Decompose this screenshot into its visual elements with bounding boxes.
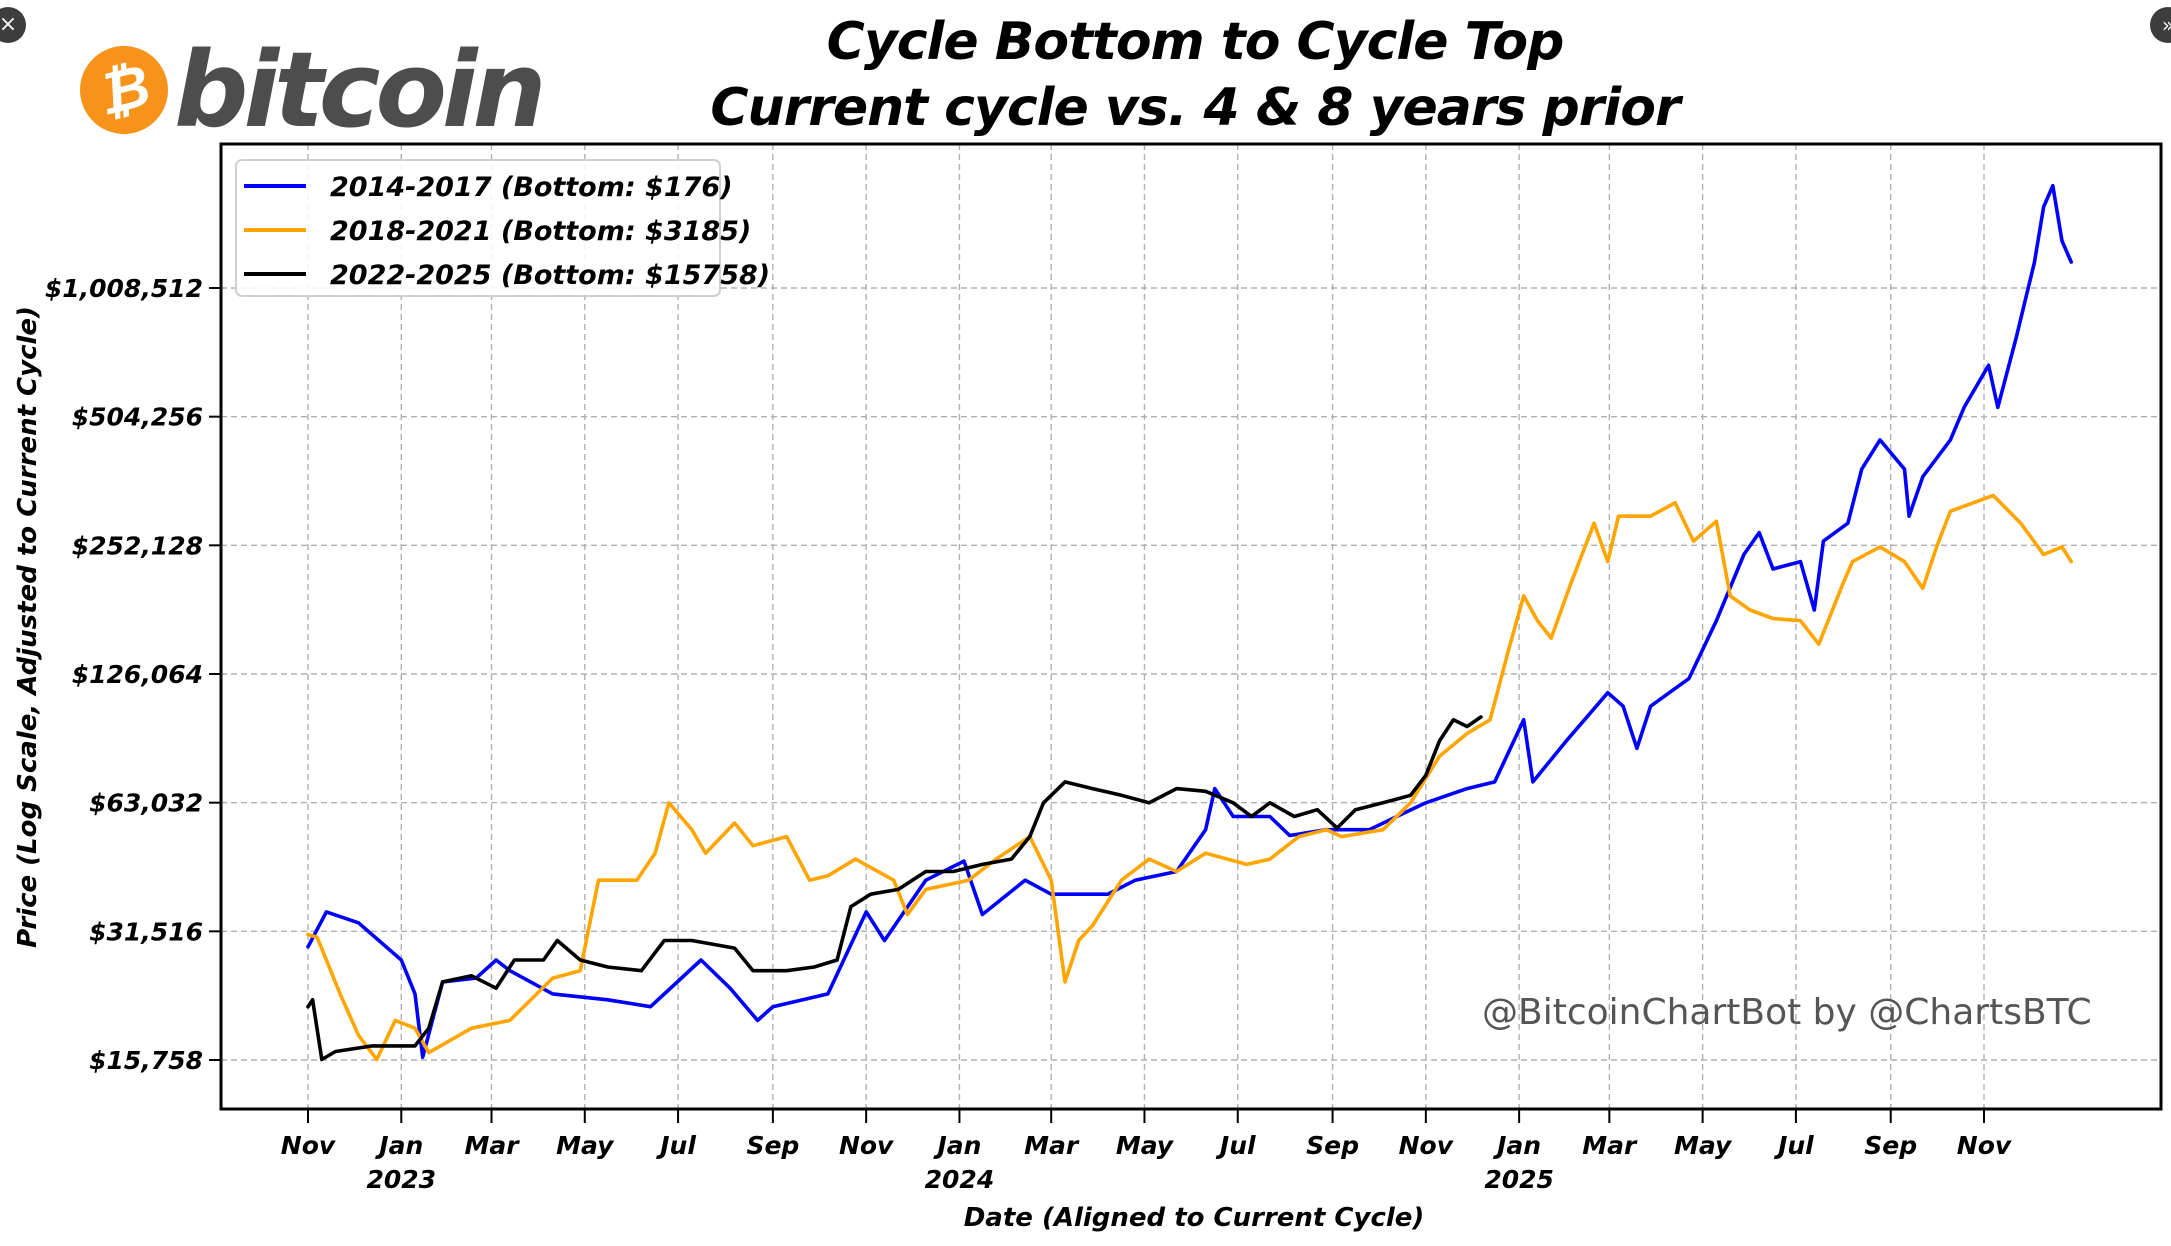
plot-frame bbox=[219, 142, 2163, 1111]
series-line-2 bbox=[306, 715, 1483, 1062]
x-tick-year-label: 2023 bbox=[366, 1165, 436, 1194]
close-icon: × bbox=[0, 12, 18, 37]
bitcoin-wordmark: bitcoin bbox=[174, 29, 547, 151]
legend-label: 2018-2021 (Bottom: $3185) bbox=[330, 216, 751, 247]
y-tick-label: $1,008,512 bbox=[45, 274, 203, 303]
legend-box bbox=[235, 159, 721, 297]
y-tick-label: $63,032 bbox=[89, 789, 203, 818]
x-tick-label: Sep bbox=[1306, 1131, 1359, 1160]
y-tick-label: $31,516 bbox=[89, 917, 203, 946]
x-tick-label: Jan bbox=[374, 1131, 423, 1160]
x-axis: Nov Jan 2023 Mar May Jul Sep Nov Jan 2024 Mar May Ju… bbox=[281, 1109, 2012, 1194]
x-tick-label: Jul bbox=[655, 1131, 696, 1160]
y-tick-label: $252,128 bbox=[72, 531, 203, 560]
grid bbox=[221, 144, 2161, 1109]
x-tick-year-label: 2025 bbox=[1484, 1165, 1554, 1194]
x-tick-label: May bbox=[556, 1131, 615, 1160]
x-tick-label: Mar bbox=[464, 1131, 520, 1160]
series-line-1 bbox=[306, 493, 2073, 1062]
x-tick-label: Jan bbox=[932, 1131, 981, 1160]
legend-label: 2014-2017 (Bottom: $176) bbox=[330, 172, 733, 203]
x-tick-label: Mar bbox=[1582, 1131, 1638, 1160]
chart-title: Cycle Bottom to Cycle Top bbox=[826, 12, 1565, 72]
series-line-0 bbox=[306, 183, 2073, 1059]
x-tick-label: Sep bbox=[1864, 1131, 1917, 1160]
x-axis-title: Date (Aligned to Current Cycle) bbox=[964, 1203, 1425, 1233]
x-tick-label: Nov bbox=[281, 1131, 336, 1160]
x-tick-label: Sep bbox=[746, 1131, 799, 1160]
chart-subtitle: Current cycle vs. 4 & 8 years prior bbox=[710, 78, 1680, 138]
y-tick-label: $126,064 bbox=[72, 660, 203, 689]
x-tick-label: Nov bbox=[839, 1131, 894, 1160]
x-tick-label: Nov bbox=[1957, 1131, 2012, 1160]
x-tick-label: May bbox=[1116, 1131, 1175, 1160]
legend: 2014-2017 (Bottom: $176) 2018-2021 (Botto… bbox=[235, 159, 770, 297]
series-lines bbox=[306, 183, 2073, 1062]
chevron-double-right-icon: » bbox=[2162, 15, 2171, 35]
x-tick-label: Jul bbox=[1773, 1131, 1814, 1160]
x-tick-label: May bbox=[1674, 1131, 1733, 1160]
x-tick-label: Mar bbox=[1024, 1131, 1080, 1160]
x-tick-label: Jul bbox=[1215, 1131, 1256, 1160]
x-tick-label: Nov bbox=[1399, 1131, 1454, 1160]
expand-button[interactable]: » bbox=[2150, 7, 2171, 43]
y-tick-label: $15,758 bbox=[89, 1046, 203, 1075]
legend-label: 2022-2025 (Bottom: $15758) bbox=[330, 260, 770, 291]
close-button[interactable]: × bbox=[0, 7, 26, 43]
x-tick-year-label: 2024 bbox=[925, 1165, 995, 1194]
bitcoin-logo: ₿ bitcoin bbox=[70, 29, 547, 151]
y-axis: $15,758 $31,516 $63,032 $126,064 $252,128 $50… bbox=[45, 274, 221, 1075]
watermark: @BitcoinChartBot by @ChartsBTC bbox=[1482, 992, 2092, 1033]
y-tick-label: $504,256 bbox=[72, 403, 203, 432]
y-axis-title: Price (Log Scale, Adjusted to Current Cy… bbox=[13, 306, 43, 948]
x-tick-label: Jan bbox=[1492, 1131, 1541, 1160]
